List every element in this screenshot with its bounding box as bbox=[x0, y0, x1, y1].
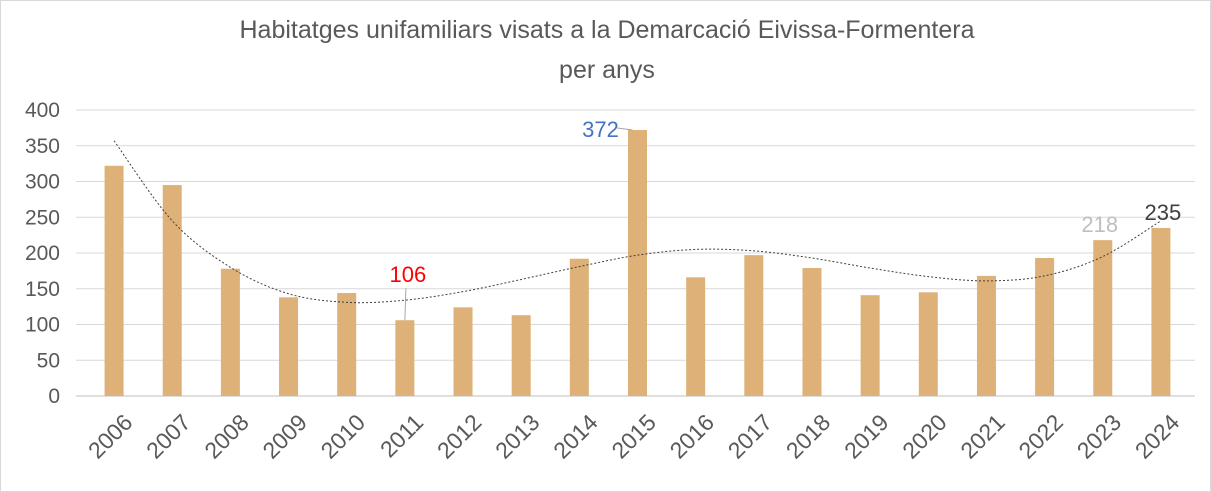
x-tick-label: 2007 bbox=[141, 409, 196, 464]
data-label-2015: 372 bbox=[582, 117, 619, 142]
leader-line bbox=[404, 288, 407, 321]
y-tick-label: 200 bbox=[25, 242, 60, 265]
chart-subtitle: per anys bbox=[559, 56, 655, 84]
bar-2016 bbox=[686, 277, 706, 396]
x-tick-label: 2021 bbox=[955, 409, 1010, 464]
x-tick-label: 2012 bbox=[432, 409, 487, 464]
y-tick-label: 400 bbox=[25, 99, 60, 122]
bar-2006 bbox=[104, 165, 124, 396]
x-tick-label: 2016 bbox=[665, 409, 720, 464]
x-tick-label: 2011 bbox=[375, 409, 428, 462]
x-tick-label: 2018 bbox=[781, 409, 836, 464]
x-tick-label: 2023 bbox=[1072, 409, 1127, 464]
x-tick-label: 2010 bbox=[316, 409, 371, 464]
y-tick-label: 50 bbox=[37, 349, 60, 372]
bar-2018 bbox=[802, 268, 822, 396]
bar-2022 bbox=[1035, 258, 1055, 396]
trendline bbox=[113, 140, 1162, 304]
bar-2014 bbox=[569, 258, 589, 396]
y-tick-label: 100 bbox=[25, 314, 60, 337]
x-tick-label: 2008 bbox=[199, 409, 254, 464]
x-tick-label: 2013 bbox=[490, 409, 545, 464]
data-label-2011: 106 bbox=[390, 262, 427, 287]
bar-2019 bbox=[860, 295, 880, 396]
bar-2017 bbox=[744, 255, 764, 396]
y-tick-label: 150 bbox=[25, 278, 60, 301]
bar-2008 bbox=[220, 268, 240, 396]
bar-2013 bbox=[511, 315, 531, 396]
leader-line bbox=[617, 127, 633, 131]
x-tick-label: 2020 bbox=[897, 409, 952, 464]
y-tick-label: 350 bbox=[25, 135, 60, 158]
x-tick-label: 2022 bbox=[1013, 409, 1068, 464]
x-tick-label: 2014 bbox=[548, 409, 603, 464]
bar-2012 bbox=[453, 307, 473, 396]
bar-2011 bbox=[395, 320, 415, 396]
bar-2020 bbox=[918, 292, 938, 396]
data-label-2023: 218 bbox=[1081, 212, 1118, 237]
x-tick-label: 2015 bbox=[606, 409, 661, 464]
x-tick-label: 2006 bbox=[83, 409, 138, 464]
y-tick-label: 0 bbox=[48, 385, 60, 408]
x-tick-label: 2017 bbox=[723, 409, 778, 464]
bar-2010 bbox=[337, 293, 357, 396]
x-tick-label: 2024 bbox=[1130, 409, 1185, 464]
bar-2007 bbox=[162, 185, 182, 396]
bar-2015 bbox=[628, 130, 647, 396]
x-tick-label: 2009 bbox=[257, 409, 312, 464]
chart-title: Habitatges unifamiliars visats a la Dema… bbox=[240, 16, 975, 44]
data-label-2024: 235 bbox=[1145, 200, 1182, 225]
y-tick-label: 300 bbox=[25, 171, 60, 194]
bar-2024 bbox=[1151, 227, 1171, 396]
bar-2023 bbox=[1093, 240, 1113, 396]
bar-2009 bbox=[279, 297, 299, 396]
y-tick-label: 250 bbox=[25, 206, 60, 229]
x-tick-label: 2019 bbox=[839, 409, 894, 464]
bar-2021 bbox=[976, 275, 996, 396]
